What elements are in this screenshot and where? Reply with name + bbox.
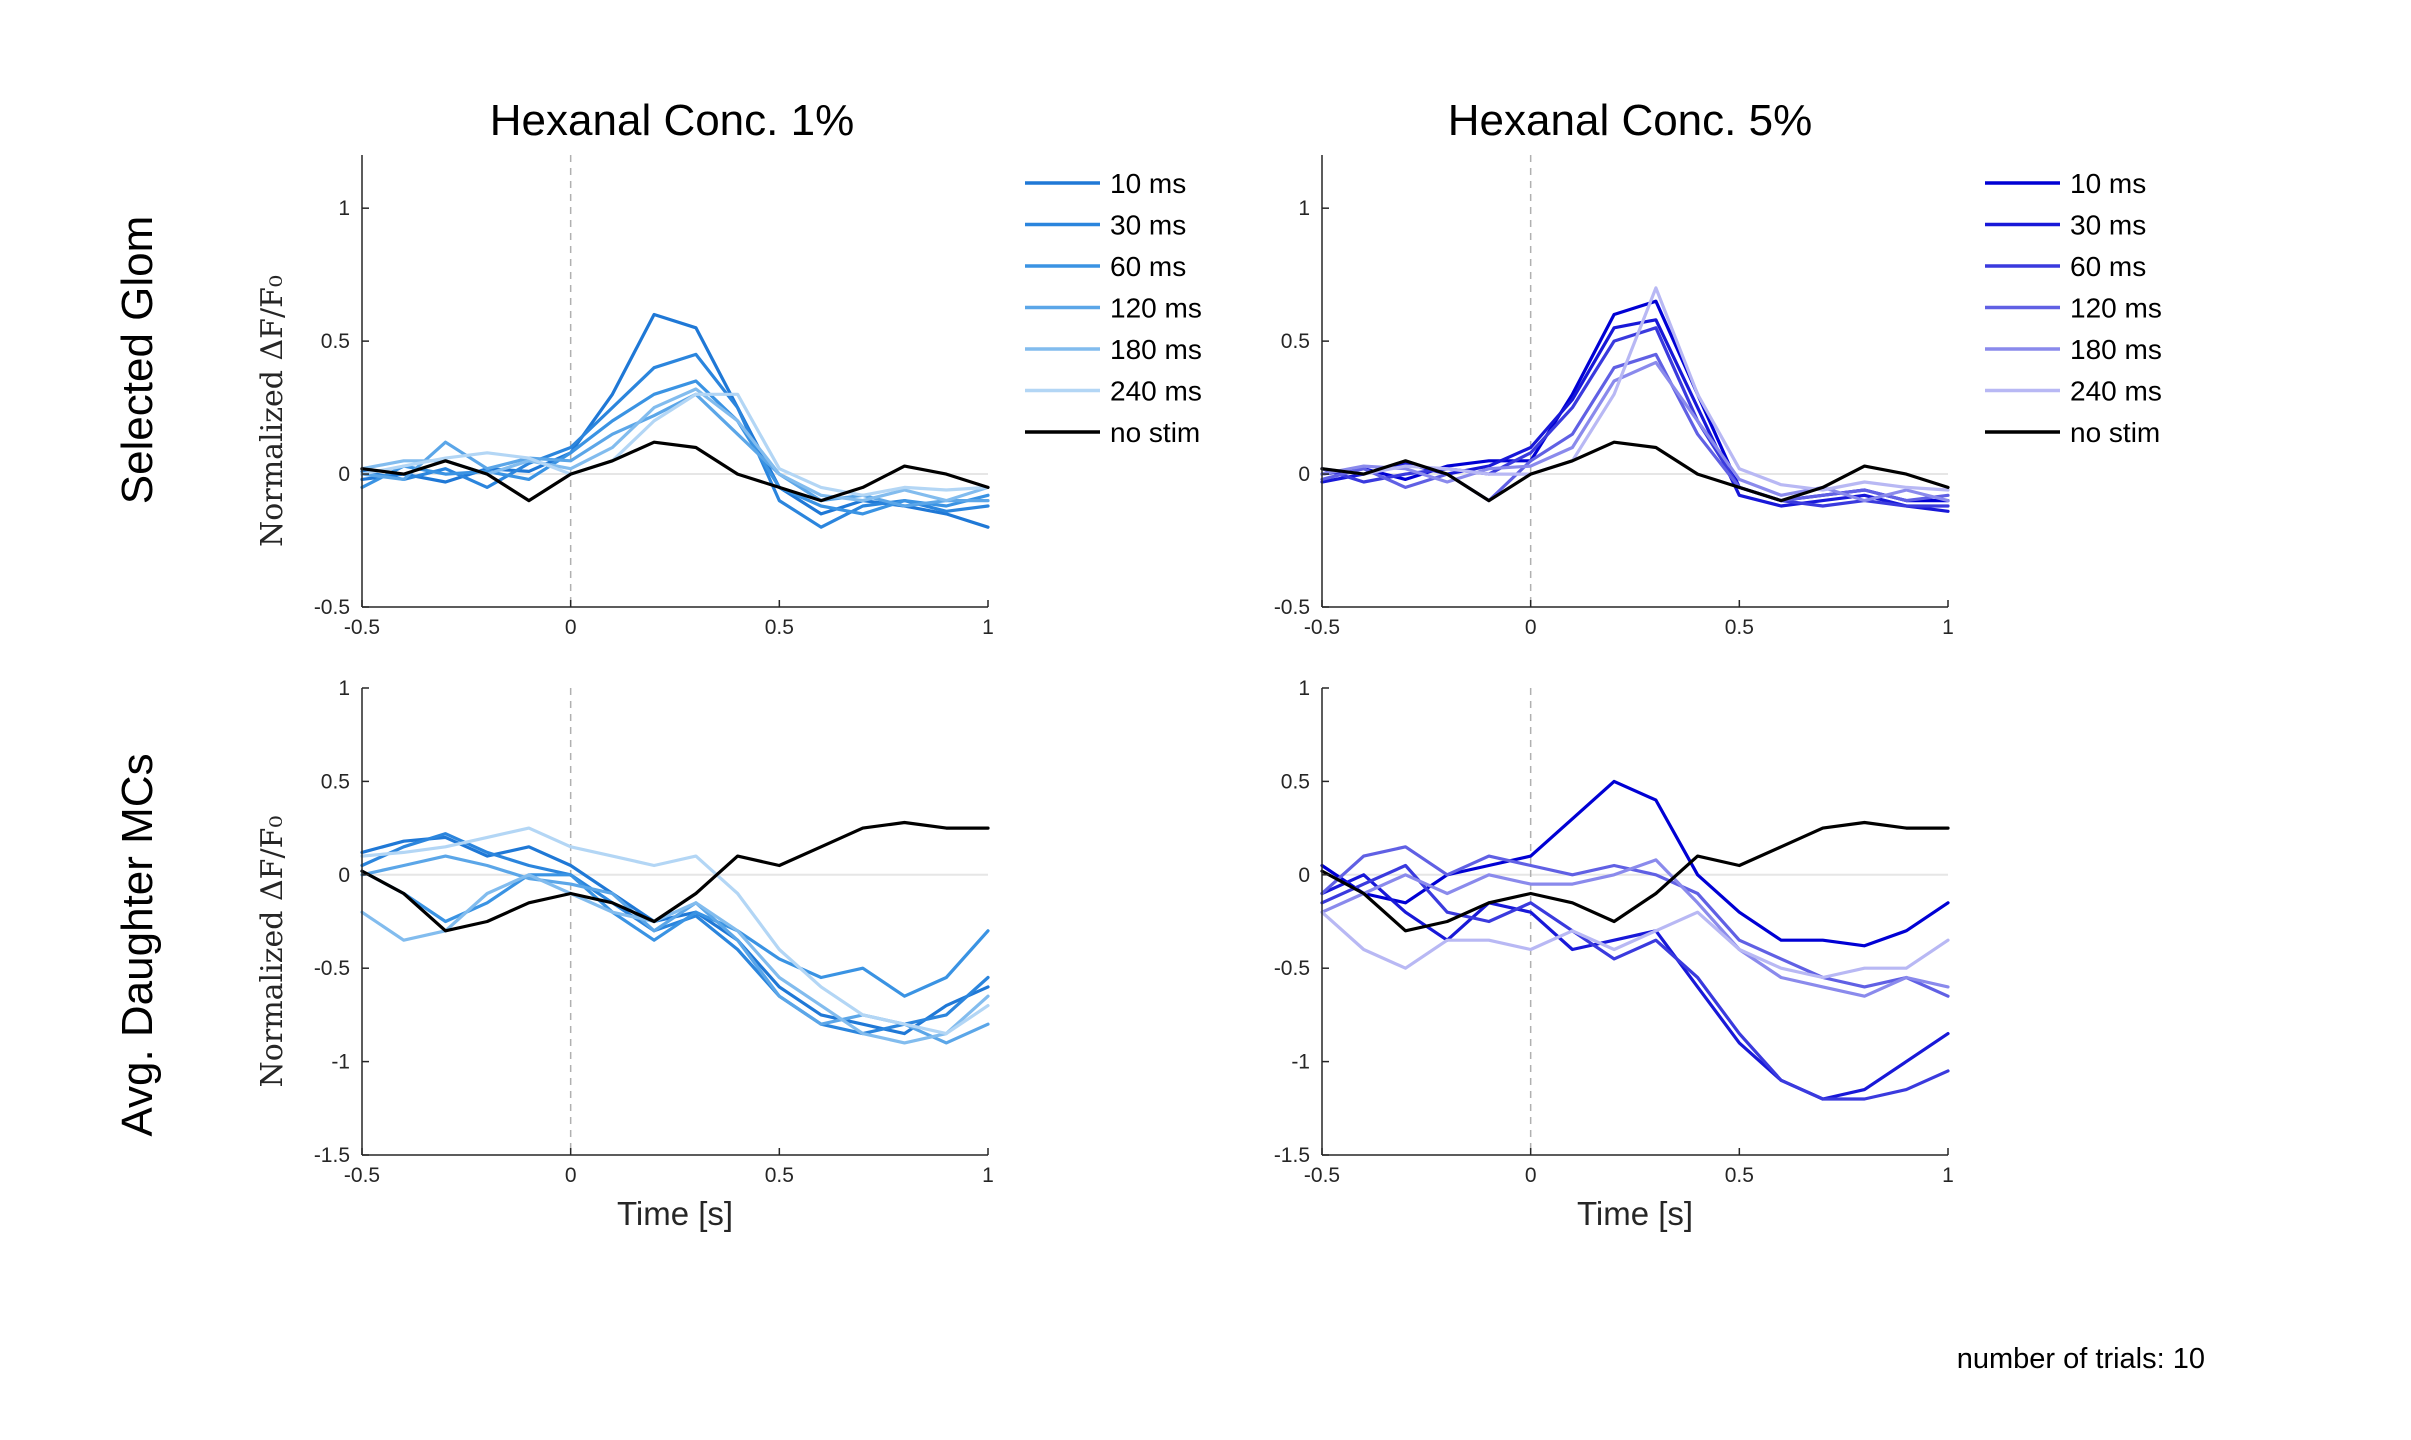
- y-tick-label: -1: [1291, 1051, 1310, 1074]
- series-line-no-stim: [360, 820, 990, 933]
- y-tick-label: 0: [1298, 463, 1310, 486]
- panel-glom-5pct: -0.5 0 0.5 1 -0.5 0 0.5 1 10 ms 30 ms 60 ms 120 ms 1…: [1274, 155, 2162, 639]
- col-title-1: Hexanal Conc. 1%: [490, 96, 854, 145]
- y-tick-label: 0.5: [1281, 330, 1310, 353]
- legend-label: 30 ms: [1110, 210, 1186, 241]
- x-tick-label: 0.5: [1725, 616, 1754, 639]
- y-tick-label: 0: [338, 864, 350, 887]
- y-tick-label: 0: [1298, 864, 1310, 887]
- y-tick-label: 0.5: [1281, 770, 1310, 793]
- legend-label: 10 ms: [1110, 168, 1186, 199]
- y-tick-label: 1: [338, 677, 350, 700]
- legend-label: 30 ms: [2070, 210, 2146, 241]
- series-line-120-ms: [1320, 845, 1950, 998]
- x-axis-label: Time [s]: [1577, 1195, 1693, 1232]
- series-line-180-ms: [1320, 858, 1950, 998]
- legend-label: 120 ms: [1110, 293, 1202, 324]
- y-tick-label: -0.5: [1274, 957, 1310, 980]
- series-line-no-stim: [360, 440, 990, 503]
- legend-label: no stim: [1110, 417, 1200, 448]
- legend-label: 120 ms: [2070, 293, 2162, 324]
- x-axis-label: Time [s]: [617, 1195, 733, 1232]
- x-tick-label: 0.5: [765, 1164, 794, 1187]
- x-tick-label: -0.5: [1304, 616, 1340, 639]
- y-tick-label: -0.5: [314, 596, 350, 619]
- x-tick-label: -0.5: [344, 1164, 380, 1187]
- y-tick-label: 0.5: [321, 330, 350, 353]
- legend-label: 10 ms: [2070, 168, 2146, 199]
- y-tick-label: 1: [1298, 197, 1310, 220]
- series-line-60-ms: [360, 379, 990, 516]
- legend-label: 180 ms: [1110, 334, 1202, 365]
- series-line-180-ms: [1320, 360, 1950, 503]
- series-line-no-stim: [1320, 440, 1950, 503]
- y-tick-label: -1: [331, 1051, 350, 1074]
- x-tick-label: -0.5: [1304, 1164, 1340, 1187]
- series-line-240-ms: [360, 826, 990, 1036]
- y-tick-label: 1: [338, 197, 350, 220]
- x-tick-label: 0: [1525, 1164, 1537, 1187]
- y-tick-label: 1: [1298, 677, 1310, 700]
- x-tick-label: -0.5: [344, 616, 380, 639]
- x-tick-label: 0.5: [765, 616, 794, 639]
- legend-label: 240 ms: [2070, 376, 2162, 407]
- y-axis-label: Normalized ΔF/F₀: [255, 816, 290, 1088]
- series-line-240-ms: [360, 392, 990, 497]
- y-tick-label: -1.5: [1274, 1144, 1310, 1167]
- series-line-240-ms: [1320, 910, 1950, 980]
- x-tick-label: 1: [1942, 616, 1954, 639]
- legend-label: 240 ms: [1110, 376, 1202, 407]
- row-title-selected-glom: Selected Glom: [113, 216, 162, 505]
- row-title-daughter-mcs: Avg. Daughter MCs: [113, 753, 162, 1136]
- x-tick-label: 0: [565, 1164, 577, 1187]
- y-tick-label: 0: [338, 463, 350, 486]
- series-line-180-ms: [360, 873, 990, 1045]
- y-tick-label: 0.5: [321, 770, 350, 793]
- series-line-60-ms: [1320, 326, 1950, 508]
- y-axis-label: Normalized ΔF/F₀: [255, 275, 290, 547]
- x-tick-label: 0: [1525, 616, 1537, 639]
- x-tick-label: 1: [982, 1164, 994, 1187]
- series-line-60-ms: [1320, 863, 1950, 1101]
- x-tick-label: 1: [1942, 1164, 1954, 1187]
- series-line-30-ms: [360, 352, 990, 529]
- x-tick-label: 1: [982, 616, 994, 639]
- footnote-number-of-trials: number of trials: 10: [1957, 1343, 2205, 1375]
- y-tick-label: -0.5: [1274, 596, 1310, 619]
- panel-mcs-1pct: -0.5 0 0.5 1 -1.5 -1 -0.5 0 0.5 1 Time [s] Normaliz…: [255, 677, 994, 1232]
- panel-glom-1pct: -0.5 0 0.5 1 -0.5 0 0.5 1 Normalized ΔF/F₀ 10 ms 3…: [255, 155, 1202, 639]
- legend-label: no stim: [2070, 417, 2160, 448]
- y-tick-label: -1.5: [314, 1144, 350, 1167]
- y-tick-label: -0.5: [314, 957, 350, 980]
- legend-label: 60 ms: [2070, 251, 2146, 282]
- col-title-2: Hexanal Conc. 5%: [1448, 96, 1812, 145]
- x-tick-label: 0: [565, 616, 577, 639]
- series-line-no-stim: [1320, 820, 1950, 933]
- x-tick-label: 0.5: [1725, 1164, 1754, 1187]
- legend-label: 60 ms: [1110, 251, 1186, 282]
- panel-mcs-5pct: -0.5 0 0.5 1 -1.5 -1 -0.5 0 0.5 1 Time [s]: [1274, 677, 1954, 1232]
- legend-label: 180 ms: [2070, 334, 2162, 365]
